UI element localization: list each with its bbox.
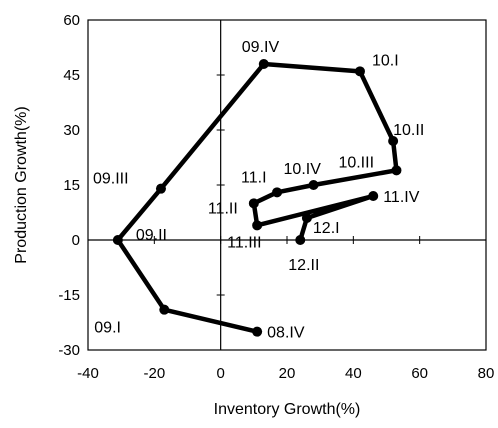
point-label: 08.IV	[267, 325, 305, 342]
x-tick-label: 0	[216, 365, 224, 382]
x-axis-title: Inventory Growth(%)	[214, 401, 361, 418]
data-point	[252, 220, 263, 231]
y-tick-labels: -30 -15 0 15 30 45 60	[58, 12, 80, 359]
point-label: 09.II	[136, 227, 167, 244]
data-point	[368, 191, 379, 201]
point-label: 10.III	[338, 154, 374, 171]
point-label: 10.I	[372, 52, 399, 69]
series-line	[115, 61, 399, 334]
data-point	[112, 235, 123, 245]
y-tick-label: 60	[63, 12, 80, 29]
data-point	[159, 304, 170, 315]
x-tick-label: 60	[411, 365, 428, 382]
point-label: 10.IV	[284, 161, 322, 178]
y-tick-label: -30	[58, 342, 80, 359]
point-label: 12.II	[288, 257, 319, 274]
x-tick-label: -20	[143, 365, 165, 382]
data-point	[354, 66, 365, 77]
point-labels: 08.IV 09.I 09.II 09.III 09.IV 10.I 10.II 10.III…	[93, 39, 424, 342]
y-tick-label: 30	[63, 122, 80, 139]
data-point	[272, 187, 283, 198]
point-label: 09.IV	[242, 39, 280, 56]
point-label: 10.II	[393, 122, 424, 139]
data-point	[248, 198, 259, 209]
x-tick-label: -40	[77, 365, 99, 382]
plot-area-border	[87, 19, 487, 351]
data-points	[112, 59, 402, 337]
point-label: 11.I	[241, 169, 266, 186]
data-point	[258, 59, 269, 69]
data-point	[301, 213, 312, 223]
y-tick-label: 0	[72, 232, 80, 249]
y-tick-label: 15	[63, 177, 80, 194]
x-tick-label: 80	[478, 365, 495, 382]
point-label: 11.IV	[383, 189, 420, 206]
data-point	[252, 326, 263, 337]
point-label: 11.II	[208, 200, 238, 217]
x-tick-label: 20	[279, 365, 296, 382]
point-label: 09.III	[93, 171, 129, 188]
x-tick-labels: -40 -20 0 20 40 60 80	[77, 365, 494, 382]
y-tick-label: 45	[63, 67, 80, 84]
point-label: 12.I	[313, 220, 340, 237]
y-axis-title: Production Growth(%)	[13, 106, 30, 263]
data-point	[388, 136, 399, 146]
data-point	[155, 183, 166, 194]
x-tick-label: 40	[345, 365, 362, 382]
data-point	[308, 180, 319, 190]
point-label: 09.I	[94, 320, 121, 337]
point-label: 11.III	[227, 234, 261, 251]
data-point	[295, 235, 306, 245]
y-tick-label: -15	[58, 287, 80, 304]
data-point	[391, 165, 402, 176]
axes	[87, 19, 487, 351]
